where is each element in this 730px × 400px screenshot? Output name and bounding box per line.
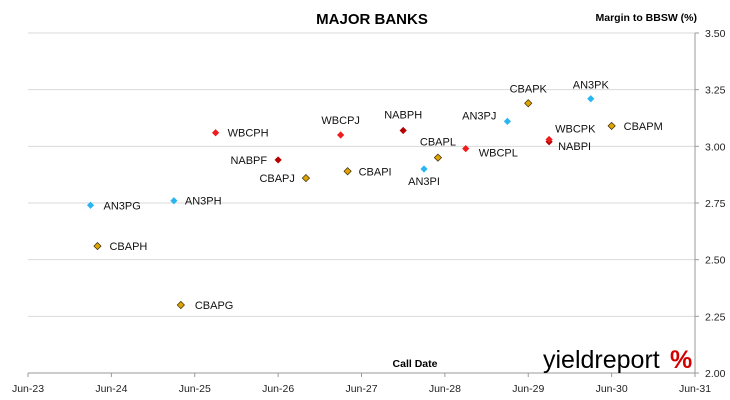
chart-title: MAJOR BANKS <box>316 11 428 28</box>
x-tick-label: Jun-29 <box>512 383 544 395</box>
point-label-nabpi: NABPI <box>558 141 591 153</box>
point-label-wbcpl: WBCPL <box>479 148 518 160</box>
logo-percent-symbol: % <box>670 346 692 374</box>
point-cbapj <box>301 173 311 183</box>
point-label-an3pg: AN3PG <box>104 200 141 212</box>
y-tick-label: 2.25 <box>705 311 726 323</box>
point-wbcpj <box>337 131 345 139</box>
point-wbcpk <box>545 135 553 144</box>
point-label-cbapj: CBAPJ <box>259 173 294 185</box>
point-label-an3ph: AN3PH <box>185 196 222 208</box>
point-label-cbapk: CBAPK <box>510 83 548 95</box>
gridlines <box>28 32 695 317</box>
x-tick-label: Jun-27 <box>345 383 377 395</box>
point-cbapi <box>343 167 352 176</box>
point-label-wbcpj: WBCPJ <box>321 115 360 127</box>
point-nabph <box>399 126 407 135</box>
point-an3pg <box>86 201 95 209</box>
yieldreport-logo: yieldreport % <box>543 346 692 374</box>
y-tick-label: 2.00 <box>705 368 726 380</box>
point-wbcph <box>211 129 220 137</box>
point-label-nabpf: NABPF <box>230 155 267 167</box>
point-label-cbapl: CBAPL <box>420 137 456 149</box>
point-label-an3pj: AN3PJ <box>462 110 496 122</box>
point-an3ph <box>170 197 178 205</box>
point-label-an3pi: AN3PI <box>408 176 440 188</box>
x-axis-title: Call Date <box>393 358 438 370</box>
point-label-wbcpk: WBCPK <box>555 124 596 136</box>
point-label-nabph: NABPH <box>384 109 422 121</box>
point-cbaph <box>93 241 102 251</box>
point-nabpf <box>274 156 282 164</box>
point-an3pk <box>587 95 595 103</box>
x-tick-label: Jun-31 <box>679 383 711 395</box>
point-label-cbapg: CBAPG <box>195 300 234 312</box>
x-tick-label: Jun-25 <box>179 383 211 395</box>
x-tick-label: Jun-28 <box>429 383 461 395</box>
y-tick-label: 2.75 <box>705 198 726 210</box>
y-tick-label: 2.50 <box>705 255 726 267</box>
x-tick-label: Jun-30 <box>596 383 628 395</box>
y-axis-ticks: 2.00 2.25 2.50 2.75 3.00 3.25 3.50 <box>695 28 726 380</box>
y-tick-label: 3.25 <box>705 85 726 97</box>
point-cbapm <box>607 121 616 131</box>
x-tick-label: Jun-23 <box>12 383 44 395</box>
point-label-cbapi: CBAPI <box>359 166 392 178</box>
y-tick-label: 3.00 <box>705 141 726 153</box>
point-cbapl <box>433 153 443 162</box>
point-cbapk <box>524 99 533 108</box>
point-labels: AN3PG AN3PH AN3PI AN3PJ AN3PK CBAPH CBAPG CBAPJ… <box>104 80 663 312</box>
logo-text: yieldreport <box>543 346 660 374</box>
point-an3pi <box>420 165 428 173</box>
point-label-cbapm: CBAPM <box>624 121 663 133</box>
y-tick-label: 3.50 <box>705 28 726 40</box>
point-label-an3pk: AN3PK <box>573 80 610 92</box>
data-points <box>86 95 616 310</box>
point-label-cbaph: CBAPH <box>109 241 147 253</box>
point-an3pj <box>503 117 512 125</box>
point-wbcpl <box>462 145 470 153</box>
y-axis-title: Margin to BBSW (%) <box>596 12 698 24</box>
x-tick-label: Jun-26 <box>262 383 294 395</box>
point-label-wbcph: WBCPH <box>228 128 269 140</box>
x-tick-label: Jun-24 <box>95 383 127 395</box>
x-axis-ticks: Jun-23 Jun-24 Jun-25 Jun-26 Jun-27 Jun-28 Jun-… <box>12 373 711 395</box>
point-cbapg <box>176 300 185 310</box>
